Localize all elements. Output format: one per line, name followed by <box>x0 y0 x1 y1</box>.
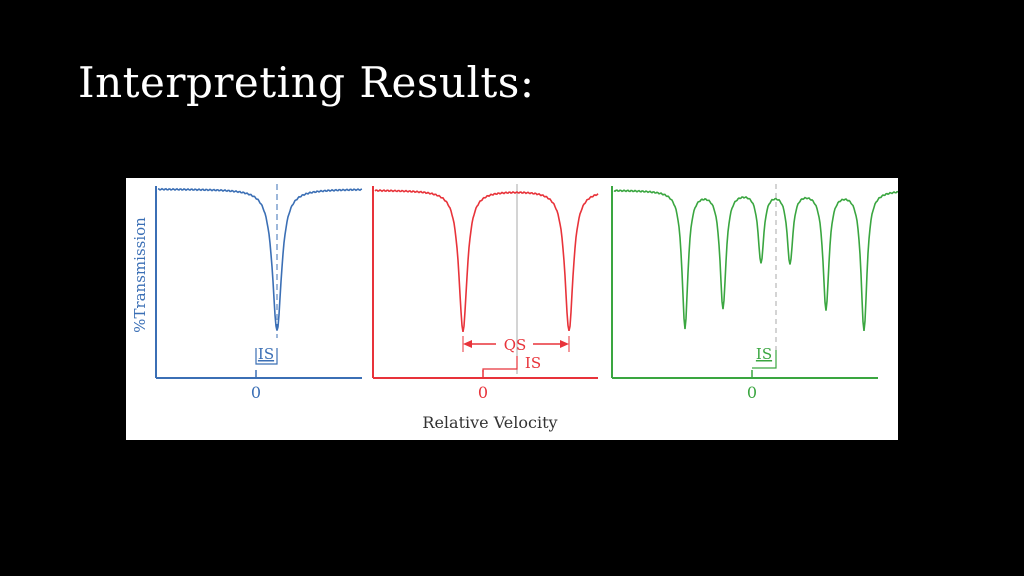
mossbauer-figure: %Transmission IS 0 QS <box>126 178 898 440</box>
qs-label: QS <box>504 336 527 354</box>
spectra-svg: %Transmission IS 0 QS <box>131 184 898 432</box>
panel-2-zero-label: 0 <box>478 383 488 402</box>
panel-3-is-bracket <box>752 350 777 369</box>
panel-1-is-label: IS <box>258 345 274 363</box>
panel-1-zero-label: 0 <box>251 383 261 402</box>
panel-3-zero-label: 0 <box>747 383 757 402</box>
panel-sextet: IS 0 <box>611 184 898 402</box>
panel-3-is-label: IS <box>756 345 772 363</box>
x-axis-label: Relative Velocity <box>422 413 557 432</box>
panel-1-spectrum-line <box>157 187 363 331</box>
panel-doublet: QS IS 0 <box>372 184 599 402</box>
panel-singlet: IS 0 <box>155 184 363 402</box>
qs-arrow-head-left <box>463 340 472 348</box>
panel-2-is-bracket <box>482 356 518 372</box>
qs-arrow-head-right <box>560 340 569 348</box>
slide-title: Interpreting Results: <box>78 58 535 107</box>
y-axis-label: %Transmission <box>131 217 149 333</box>
panel-3-spectrum-line <box>613 189 898 331</box>
panel-2-is-label: IS <box>525 354 541 372</box>
panel-1-is-bracket <box>255 348 278 365</box>
panel-2-spectrum-line <box>374 189 599 332</box>
